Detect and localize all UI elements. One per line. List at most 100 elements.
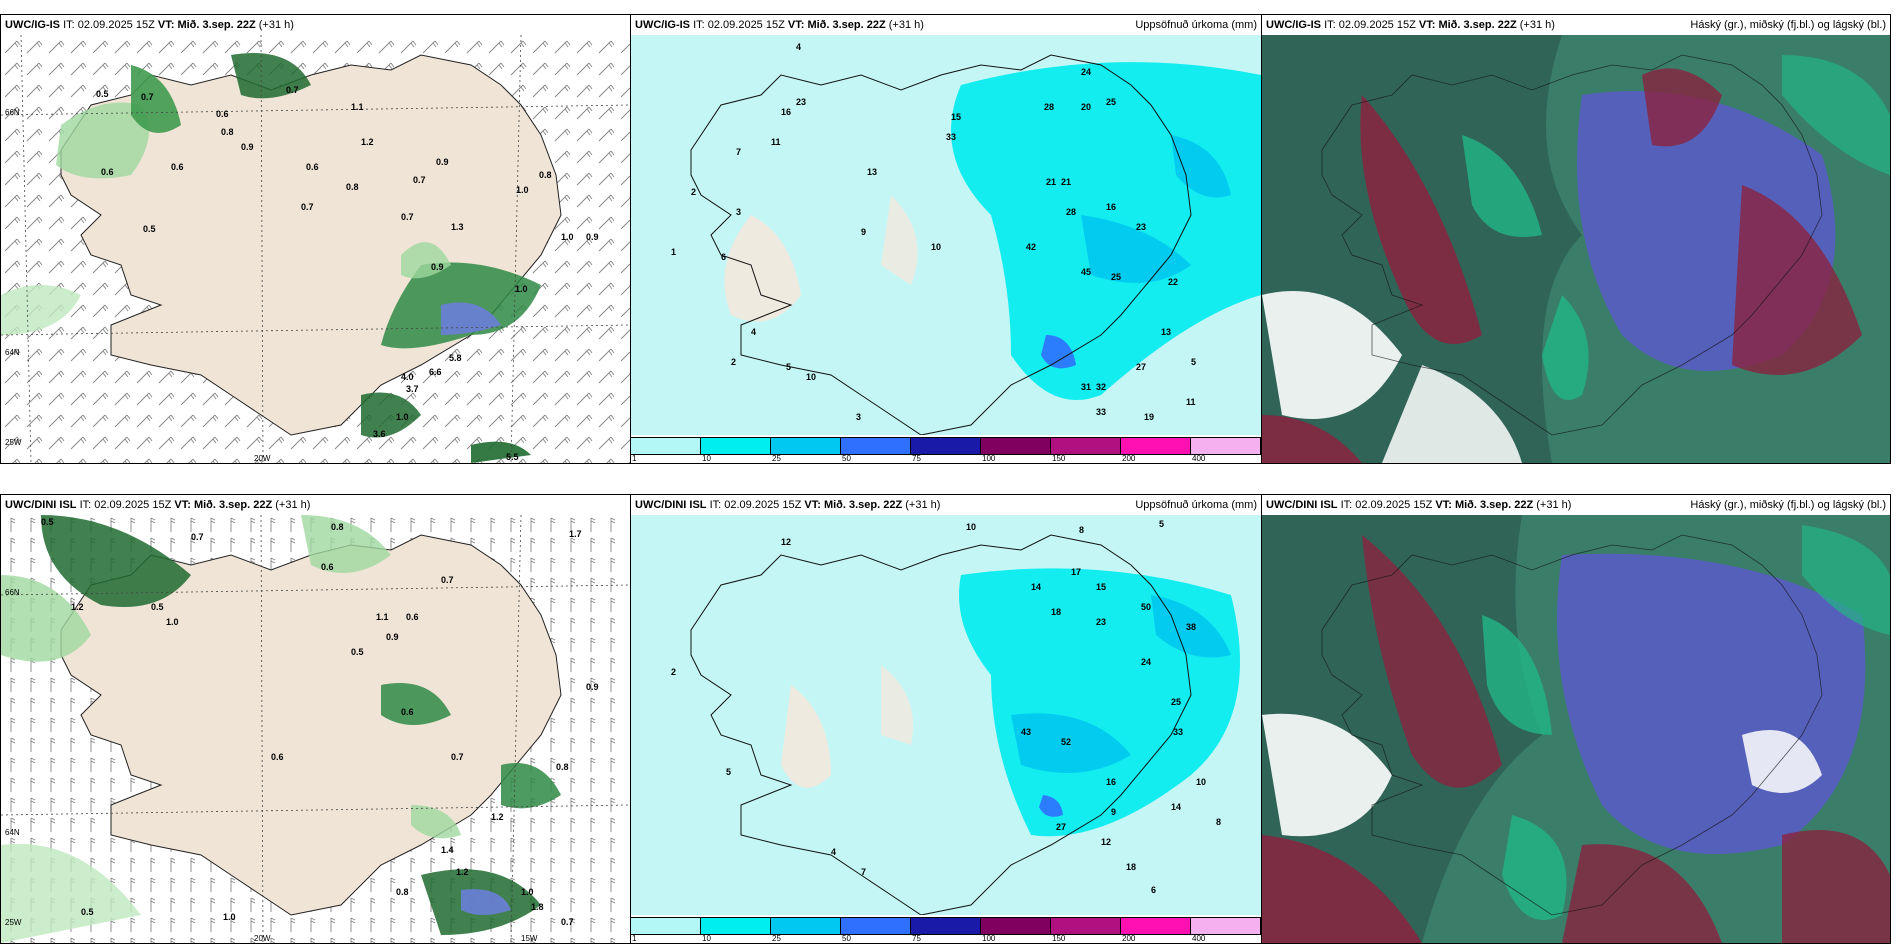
precip-label: 0.9	[586, 232, 599, 242]
valid-time: Mið. 3.sep. 22Z	[193, 499, 273, 511]
valid-time: Mið. 3.sep. 22Z	[1438, 19, 1517, 31]
precip-label: 1.1	[351, 102, 364, 112]
vt-prefix: VT:	[804, 499, 821, 511]
colorbar-tick-label: 150	[1052, 934, 1066, 943]
colorbar-swatch	[1051, 917, 1121, 935]
vt-prefix: VT:	[1435, 499, 1452, 511]
precip-label: 0.5	[143, 224, 156, 234]
precip-label: 6.6	[429, 367, 442, 377]
lon-label-20: 20W	[254, 454, 271, 463]
precip-label: 6	[721, 252, 726, 262]
precip-label: 1	[671, 247, 676, 257]
model-name: UWC/IG-IS	[5, 19, 60, 31]
precip-label: 1.0	[166, 617, 179, 627]
valid-time: Mið. 3.sep. 22Z	[1454, 499, 1534, 511]
init-time: 02.09.2025 15Z	[1355, 499, 1433, 511]
precip-label: 5.5	[506, 452, 519, 462]
precip-label: 32	[1096, 382, 1106, 392]
precip-label: 21	[1061, 177, 1071, 187]
precip-label: 5	[1159, 519, 1164, 529]
colorbar-swatch	[1121, 437, 1191, 455]
precip-label: 0.8	[346, 182, 359, 192]
precip-label: 27	[1136, 362, 1146, 372]
colorbar-tick-label: 75	[912, 454, 921, 463]
colorbar-swatch	[981, 917, 1051, 935]
precip-label: 4.0	[401, 372, 414, 382]
vt-prefix: VT:	[174, 499, 191, 511]
precip-label: 10	[966, 522, 976, 532]
precip-label: 22	[1168, 277, 1178, 287]
panel-header: UWC/IG-IS IT: 02.09.2025 15Z VT: Mið. 3.…	[1262, 15, 1890, 35]
precip-label: 0.5	[351, 647, 364, 657]
colorbar-tick-label: 50	[842, 934, 851, 943]
precip-label: 0.8	[221, 127, 234, 137]
panel-top-right: UWC/IG-IS IT: 02.09.2025 15Z VT: Mið. 3.…	[1261, 14, 1891, 464]
precip-label: 1.3	[451, 222, 464, 232]
precip-label: 42	[1026, 242, 1036, 252]
precip-label: 5	[786, 362, 791, 372]
colorbar-swatch	[1121, 917, 1191, 935]
model-name: UWC/IG-IS	[1266, 19, 1321, 31]
precip-label: 4	[831, 847, 836, 857]
panel-header: UWC/IG-IS IT: 02.09.2025 15Z VT: Mið. 3.…	[1, 15, 630, 35]
precip-label: 1.2	[456, 867, 469, 877]
precip-label: 0.6	[171, 162, 184, 172]
precip-label: 43	[1021, 727, 1031, 737]
colorbar-swatch	[631, 917, 701, 935]
field-title: Uppsöfnuð úrkoma (mm)	[1135, 19, 1257, 31]
precip-label: 3.7	[406, 384, 419, 394]
lon-label-25: 25W	[5, 918, 22, 927]
precip-label: 31	[1081, 382, 1091, 392]
field-title: Háský (gr.), miðský (fj.bl.) og lágský (…	[1690, 499, 1886, 511]
precip-label: 15	[951, 112, 961, 122]
panel-bottom-mid: UWC/DINI ISL IT: 02.09.2025 15Z VT: Mið.…	[630, 494, 1262, 944]
lead-time: (+31 h)	[275, 499, 311, 511]
it-prefix: IT:	[709, 499, 722, 511]
lat-label-64: 64N	[5, 828, 20, 837]
colorbar-tick-label: 150	[1052, 454, 1066, 463]
precip-label: 25	[1171, 697, 1181, 707]
valid-time: Mið. 3.sep. 22Z	[177, 19, 256, 31]
precip-label: 6	[1151, 885, 1156, 895]
precip-label: 8	[1216, 817, 1221, 827]
precip-label: 25	[1106, 97, 1116, 107]
init-time: 02.09.2025 15Z	[77, 19, 155, 31]
precip-label: 11	[1186, 397, 1196, 407]
precip-label: 0.7	[191, 532, 204, 542]
precip-colorbar: 1 10 25 50 75 100 150 200 400	[631, 435, 1261, 463]
it-prefix: IT:	[693, 19, 705, 31]
cloud-cover-map	[1262, 35, 1890, 463]
precip-label: 0.5	[96, 89, 109, 99]
lat-label-66: 66N	[5, 588, 20, 597]
precip-label: 33	[1096, 407, 1106, 417]
precip-label: 7	[736, 147, 741, 157]
colorbar-swatch	[1191, 437, 1261, 455]
precip-label: 27	[1056, 822, 1066, 832]
precip-label: 4	[796, 42, 801, 52]
precip-label: 12	[781, 537, 791, 547]
precip-label: 7	[861, 867, 866, 877]
precip-label: 0.7	[441, 575, 454, 585]
precip-label: 0.6	[216, 109, 229, 119]
colorbar-tick-label: 200	[1122, 454, 1136, 463]
precip-label: 8	[1079, 525, 1084, 535]
precip-label: 20	[1081, 102, 1091, 112]
precip-label: 1.0	[396, 412, 409, 422]
colorbar-swatch	[841, 917, 911, 935]
precip-label: 1.0	[515, 284, 528, 294]
precip-label: 19	[1144, 412, 1154, 422]
colorbar-tick-label: 25	[772, 454, 781, 463]
precip-label: 9	[1111, 807, 1116, 817]
precip-label: 1.0	[516, 185, 529, 195]
panel-bottom-left: UWC/DINI ISL IT: 02.09.2025 15Z VT: Mið.…	[0, 494, 631, 944]
precip-label: 24	[1141, 657, 1151, 667]
model-name: UWC/DINI ISL	[5, 499, 77, 511]
field-title: Uppsöfnuð úrkoma (mm)	[1135, 499, 1257, 511]
precip-label: 0.5	[81, 907, 94, 917]
precip-label: 18	[1126, 862, 1136, 872]
precip-label: 23	[1096, 617, 1106, 627]
colorbar-swatch	[1051, 437, 1121, 455]
precip-label: 1.2	[361, 137, 374, 147]
precip-label: 0.6	[101, 167, 114, 177]
precip-label: 13	[867, 167, 877, 177]
